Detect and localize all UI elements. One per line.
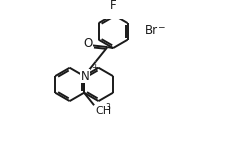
Text: O: O (83, 37, 93, 50)
Text: CH: CH (95, 106, 111, 116)
Text: N: N (81, 70, 89, 83)
Text: F: F (110, 0, 117, 12)
Text: 3: 3 (106, 104, 110, 113)
Text: +: + (91, 63, 99, 72)
Text: Br: Br (145, 24, 158, 37)
Text: −: − (157, 22, 165, 31)
